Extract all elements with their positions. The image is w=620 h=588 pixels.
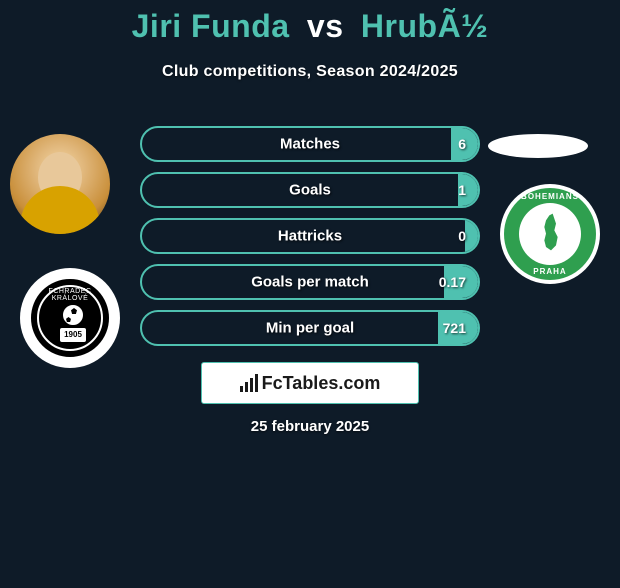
bar-chart-icon	[240, 374, 258, 392]
stat-right-value: 0.17	[439, 274, 466, 290]
stat-label: Hattricks	[142, 228, 478, 245]
stat-right-value: 721	[443, 320, 466, 336]
stat-row-matches: Matches 6	[140, 126, 480, 162]
fctables-logo: FcTables.com	[201, 362, 419, 404]
stat-row-hattricks: Hattricks 0	[140, 218, 480, 254]
stat-label: Goals	[142, 182, 478, 199]
vs-label: vs	[307, 8, 344, 44]
logo-text: FcTables.com	[262, 373, 381, 394]
subtitle: Club competitions, Season 2024/2025	[0, 63, 620, 81]
comparison-title: Jiri Funda vs HrubÃ½	[0, 8, 620, 45]
date-label: 25 february 2025	[0, 418, 620, 435]
stat-right-value: 0	[458, 228, 466, 244]
stat-right-value: 1	[458, 182, 466, 198]
stat-right-value: 6	[458, 136, 466, 152]
stat-row-min-per-goal: Min per goal 721	[140, 310, 480, 346]
stat-label: Matches	[142, 136, 478, 153]
stat-row-goals: Goals 1	[140, 172, 480, 208]
stat-label: Goals per match	[142, 274, 478, 291]
player1-name: Jiri Funda	[132, 8, 290, 44]
stat-row-goals-per-match: Goals per match 0.17	[140, 264, 480, 300]
stat-label: Min per goal	[142, 320, 478, 337]
stats-container: Matches 6 Goals 1 Hattricks 0 Goals per …	[0, 126, 620, 356]
player2-name: HrubÃ½	[361, 8, 488, 44]
